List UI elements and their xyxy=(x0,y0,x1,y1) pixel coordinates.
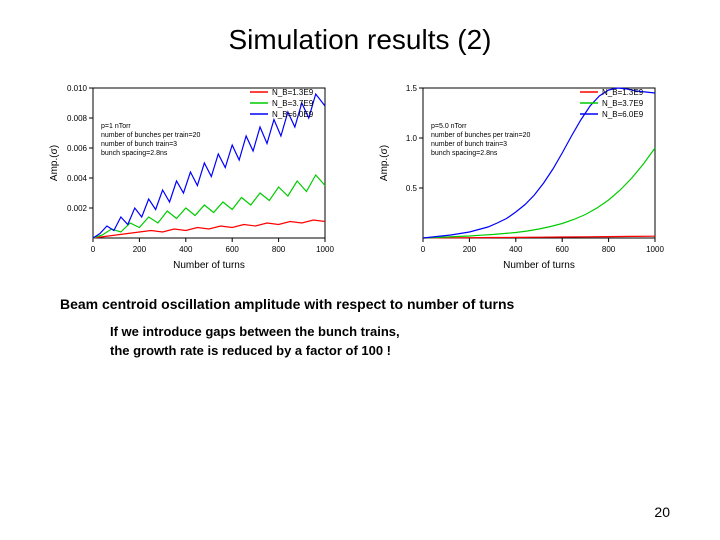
svg-text:bunch spacing=2.8ns: bunch spacing=2.8ns xyxy=(101,150,168,157)
svg-text:0.010: 0.010 xyxy=(67,84,88,93)
svg-text:N_B=3.7E9: N_B=3.7E9 xyxy=(602,99,644,108)
body-line-2: the growth rate is reduced by a factor o… xyxy=(0,341,720,360)
svg-text:1000: 1000 xyxy=(646,245,664,254)
svg-text:number of bunch train=3: number of bunch train=3 xyxy=(431,141,507,148)
svg-text:800: 800 xyxy=(602,245,616,254)
svg-text:400: 400 xyxy=(179,245,193,254)
svg-text:Number of turns: Number of turns xyxy=(173,260,245,271)
svg-text:bunch spacing=2.8ns: bunch spacing=2.8ns xyxy=(431,150,498,157)
svg-text:p=5.0 nTorr: p=5.0 nTorr xyxy=(431,123,467,130)
svg-text:1.0: 1.0 xyxy=(406,134,418,143)
svg-text:800: 800 xyxy=(272,245,286,254)
chart-right: 0 200 400 600 800 1000 0.5 1.0 1.5 Number of turn… xyxy=(375,76,675,276)
svg-text:p=1 nTorr: p=1 nTorr xyxy=(101,123,131,130)
charts-row: 0 200 400 600 800 1000 0.002 0.004 0.006 0.008 0.0… xyxy=(0,56,720,286)
svg-text:1000: 1000 xyxy=(316,245,334,254)
svg-text:200: 200 xyxy=(463,245,477,254)
svg-text:600: 600 xyxy=(556,245,570,254)
svg-text:0.002: 0.002 xyxy=(67,204,88,213)
svg-text:600: 600 xyxy=(226,245,240,254)
svg-text:N_B=6.0E9: N_B=6.0E9 xyxy=(272,110,314,119)
body-line-1: If we introduce gaps between the bunch t… xyxy=(0,322,720,341)
page-number: 20 xyxy=(654,504,670,520)
svg-text:0.006: 0.006 xyxy=(67,144,88,153)
svg-text:number of bunches per train=20: number of bunches per train=20 xyxy=(101,132,201,139)
svg-text:0.004: 0.004 xyxy=(67,174,88,183)
svg-text:200: 200 xyxy=(133,245,147,254)
svg-text:N_B=3.7E9: N_B=3.7E9 xyxy=(272,99,314,108)
svg-text:number of bunch train=3: number of bunch train=3 xyxy=(101,141,177,148)
svg-text:number of bunches per train=20: number of bunches per train=20 xyxy=(431,132,531,139)
svg-text:0.5: 0.5 xyxy=(406,184,418,193)
svg-text:Number of turns: Number of turns xyxy=(503,260,575,271)
svg-text:N_B=6.0E9: N_B=6.0E9 xyxy=(602,110,644,119)
svg-text:0.008: 0.008 xyxy=(67,114,88,123)
svg-text:N_B=1.3E9: N_B=1.3E9 xyxy=(272,88,314,97)
svg-text:0: 0 xyxy=(421,245,426,254)
svg-text:Amp.(σ): Amp.(σ) xyxy=(49,145,60,181)
chart-svg: 0 200 400 600 800 1000 0.002 0.004 0.006 0.008 0.0… xyxy=(45,76,345,276)
chart-svg: 0 200 400 600 800 1000 0.5 1.0 1.5 Number of turn… xyxy=(375,76,675,276)
svg-text:1.5: 1.5 xyxy=(406,84,418,93)
svg-text:N_B=1.3E9: N_B=1.3E9 xyxy=(602,88,644,97)
svg-text:Amp.(σ): Amp.(σ) xyxy=(379,145,390,181)
slide-title: Simulation results (2) xyxy=(0,0,720,56)
caption: Beam centroid oscillation amplitude with… xyxy=(0,286,720,322)
chart-left: 0 200 400 600 800 1000 0.002 0.004 0.006 0.008 0.0… xyxy=(45,76,345,276)
svg-text:400: 400 xyxy=(509,245,523,254)
svg-text:0: 0 xyxy=(91,245,96,254)
